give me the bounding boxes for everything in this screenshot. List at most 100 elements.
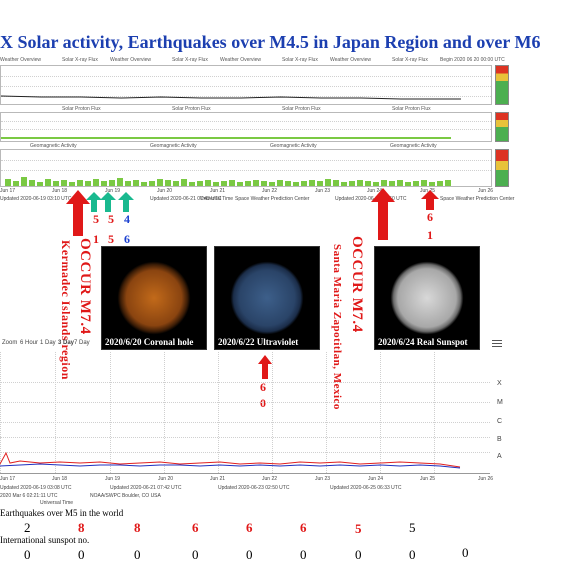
red-up-arrow-icon (258, 355, 272, 379)
sunspot-count: 0 (134, 547, 141, 562)
zoom-6h-button[interactable]: 6 Hour (20, 340, 39, 346)
top-axis-tick: Jun 19 (105, 188, 121, 194)
zoom-1d-button[interactable]: 1 Day (40, 340, 56, 346)
annotation-digit: 5 (93, 212, 99, 226)
sunspot-count: 0 (78, 547, 85, 562)
proton-scale-bar (495, 112, 509, 142)
sunspot-count: 0 (462, 545, 469, 560)
arrow-mexico (371, 188, 395, 240)
xray-updated-row: Updated 2020-06-19 03:08 UTC Updated 202… (0, 485, 402, 491)
sunspot-count: 0 (409, 547, 416, 562)
top-axis-tick: Jun 21 (210, 188, 226, 194)
earthquake-label: Earthquakes over M5 in the world (0, 508, 124, 518)
xray-x-axis: Jun 17 Jun 18 Jun 19 Jun 20 Jun 21 Jun 2… (0, 476, 510, 484)
xray-series (0, 451, 461, 469)
annotation-digit: 0 (260, 396, 266, 410)
xray-x-tick: Jun 24 (368, 476, 384, 482)
photo-caption: 2020/6/24 Real Sunspot (378, 337, 468, 347)
sunspot-label: International sunspot no. (0, 535, 90, 545)
xray-chart (0, 352, 490, 474)
xray-class-label: M (497, 399, 503, 406)
panel-header: Weather Overview Solar X-ray Flux Weathe… (0, 57, 505, 63)
geomag-label: Geomagnetic Activity (30, 143, 77, 149)
sunspot-count: 0 (300, 547, 307, 562)
green-up-arrow-icon (100, 192, 116, 212)
top-axis-tick: Jun 17 (0, 188, 16, 194)
occur-right-label: OCCUR M7.4 (349, 236, 365, 333)
proton-flux-trace (1, 137, 451, 139)
earthquake-count: 8 (134, 520, 141, 535)
photo-caption: 2020/6/22 Ultraviolet (218, 337, 299, 347)
annotation-digit: 6 (124, 232, 130, 246)
sunspot-count: 0 (246, 547, 253, 562)
top-axis-tick: Jun 22 (262, 188, 278, 194)
header-flux-label: Solar X-ray Flux (62, 57, 98, 63)
hamburger-menu-icon[interactable] (492, 339, 502, 347)
sunspot-count: 0 (24, 547, 31, 562)
earthquake-count: 8 (78, 520, 85, 535)
sun-image-real-sunspot: 2020/6/24 Real Sunspot (374, 246, 480, 350)
header-left-label: Weather Overview (0, 57, 42, 63)
proton-flux-panel (0, 112, 492, 142)
annotation-digit: 5 (108, 232, 114, 246)
annotation-digit: 1 (93, 232, 99, 246)
green-up-arrow-icon (118, 192, 134, 212)
geomagnetic-bars (5, 177, 451, 186)
top-axis-tick: Jun 24 (367, 188, 383, 194)
zoom-label: Zoom (2, 340, 18, 346)
red-up-arrow-icon (66, 190, 90, 236)
earthquake-count: 2 (24, 520, 31, 535)
xray-x-tick: Jun 25 (420, 476, 436, 482)
xray-x-tick: Jun 17 (0, 476, 16, 482)
earthquake-count: 6 (192, 520, 199, 535)
arrow-right (421, 190, 439, 210)
green-up-arrow-icon (86, 192, 102, 212)
red-up-arrow-icon (421, 190, 439, 210)
sunspot-count: 0 (192, 547, 199, 562)
top-updated-row: Updated 2020-06-19 03:10 UTC Updated 202… (0, 196, 515, 202)
photo-caption: 2020/6/20 Coronal hole (105, 337, 194, 347)
xray-short-series (0, 463, 461, 469)
xray-flux-trace (1, 95, 461, 100)
arrow-group-left (66, 190, 134, 236)
mexico-label: Santa Maria Zapotitlan, Mexico (331, 244, 343, 410)
red-up-arrow-icon (371, 188, 395, 240)
annotation-digit: 1 (427, 228, 433, 242)
geomagnetic-scale-bar (495, 149, 509, 187)
annotation-digit: 4 (124, 212, 130, 226)
occur-left-label: OCCUR M7.4 (77, 238, 93, 335)
sun-image-coronal-hole: 2020/6/20 Coronal hole (101, 246, 207, 350)
xray-class-label: C (497, 418, 503, 425)
xray-class-label: X (497, 380, 502, 387)
xray-x-tick: Jun 22 (262, 476, 278, 482)
kermadec-label: Kermadec Islands region (59, 240, 73, 380)
page-title: X Solar activity, Earthquakes over M4.5 … (0, 32, 541, 52)
zoom-7d-button[interactable]: 7 Day (74, 340, 90, 346)
top-axis-tick: Jun 26 (478, 188, 494, 194)
xray-flux-panel (0, 65, 492, 105)
top-axis-tick: Jun 18 (52, 188, 68, 194)
xray-footer: 2020 Mar 6 02:21:11 UTC Universal Time N… (0, 493, 161, 506)
earthquake-count: 5 (355, 521, 362, 536)
xray-x-tick: Jun 20 (158, 476, 174, 482)
annotation-digit: 6 (260, 380, 266, 394)
xray-class-label: A (497, 453, 502, 460)
proton-label: Solar Proton Flux (62, 106, 101, 112)
earthquake-count: 6 (300, 520, 307, 535)
xray-scale-bar (495, 65, 509, 105)
top-axis: Jun 17 Jun 18 Jun 19 Jun 20 Jun 21 Jun 2… (0, 188, 500, 196)
header-right-label: Begin 2020 06 20 00:00 UTC (440, 57, 505, 63)
top-axis-tick: Jun 20 (157, 188, 173, 194)
arrow-xray (258, 355, 272, 379)
xray-x-tick: Jun 18 (52, 476, 68, 482)
sun-image-ultraviolet: 2020/6/22 Ultraviolet (214, 246, 320, 350)
earthquake-count: 6 (246, 520, 253, 535)
zoom-3d-button[interactable]: 3 Day (58, 340, 75, 346)
xray-x-tick: Jun 26 (478, 476, 494, 482)
xray-class-label: B (497, 436, 502, 443)
earthquake-count: 5 (409, 520, 416, 535)
xray-x-tick: Jun 19 (105, 476, 121, 482)
xray-x-tick: Jun 21 (210, 476, 226, 482)
top-axis-tick: Jun 23 (315, 188, 331, 194)
annotation-digit: 6 (427, 210, 433, 224)
